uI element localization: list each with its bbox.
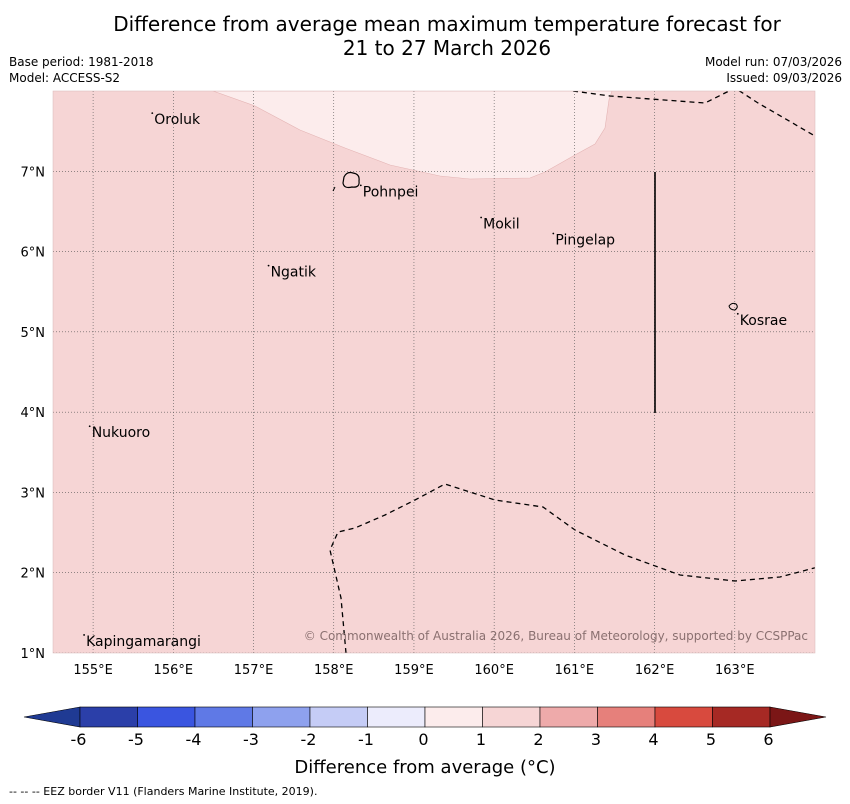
place-marker bbox=[267, 264, 270, 267]
lat-tick-label: 6°N bbox=[21, 246, 46, 261]
lon-tick-label: 157°E bbox=[234, 663, 274, 678]
place-marker bbox=[736, 312, 739, 315]
place-marker bbox=[552, 232, 555, 235]
base-period: Base period: 1981-2018 bbox=[9, 55, 154, 69]
lat-tick-label: 2°N bbox=[21, 567, 46, 582]
colorbar-tick-label: -1 bbox=[358, 730, 374, 749]
colorbar-tick-label: 2 bbox=[533, 730, 543, 749]
lon-tick-label: 155°E bbox=[73, 663, 113, 678]
place-label: Mokil bbox=[483, 216, 520, 232]
place-marker bbox=[88, 425, 91, 428]
colorbar-tick-label: 5 bbox=[706, 730, 716, 749]
colorbar-max-extension bbox=[769, 706, 827, 728]
colorbar-cell bbox=[79, 706, 138, 728]
place-label: Kosrae bbox=[740, 313, 787, 329]
colorbar-cell bbox=[539, 706, 598, 728]
colorbar-title: Difference from average (°C) bbox=[294, 757, 556, 778]
colorbar-tick-label: -5 bbox=[128, 730, 144, 749]
lon-tick-label: 163°E bbox=[715, 663, 755, 678]
colorbar-tick-labels: -6 -5 -4 -3 -2 -1 0 1 2 3 4 5 6 bbox=[71, 730, 774, 749]
colorbar-tick-label: -2 bbox=[301, 730, 317, 749]
place-label: Kapingamarangi bbox=[86, 634, 201, 650]
eez-legend-note: -- -- -- EEZ border V11 (Flanders Marine… bbox=[9, 785, 318, 798]
lon-tick-label: 161°E bbox=[555, 663, 595, 678]
lon-tick-label: 156°E bbox=[154, 663, 194, 678]
colorbar-cell bbox=[712, 706, 771, 728]
lon-tick-label: 162°E bbox=[635, 663, 675, 678]
colorbar-cell bbox=[367, 706, 426, 728]
place-labels: Oroluk Pohnpei Mokil Pingelap Ngatik Kosrae Nu… bbox=[83, 112, 787, 650]
colorbar-tick-label: 1 bbox=[476, 730, 486, 749]
colorbar-tick-label: 6 bbox=[763, 730, 773, 749]
model-name: Model: ACCESS-S2 bbox=[9, 71, 121, 85]
place-label: Oroluk bbox=[154, 112, 201, 128]
colorbar-tick-label: -4 bbox=[186, 730, 202, 749]
colorbar-cells bbox=[23, 706, 827, 728]
colorbar-tick-label: 0 bbox=[418, 730, 428, 749]
copyright-notice: © Commonwealth of Australia 2026, Bureau… bbox=[304, 629, 808, 643]
place-marker bbox=[83, 634, 85, 636]
eez-border-north bbox=[572, 91, 815, 137]
colorbar-tick-label: -6 bbox=[71, 730, 87, 749]
lat-tick-label: 4°N bbox=[21, 406, 46, 421]
title-line-1: Difference from average mean maximum tem… bbox=[113, 12, 781, 36]
colorbar-cell bbox=[309, 706, 368, 728]
lon-tick-label: 159°E bbox=[394, 663, 434, 678]
title-line-2: 21 to 27 March 2026 bbox=[342, 36, 552, 60]
place-marker bbox=[359, 184, 362, 187]
colorbar-cell bbox=[137, 706, 196, 728]
eez-borders bbox=[329, 91, 815, 653]
colorbar-cell bbox=[194, 706, 253, 728]
axis-labels: 155°E 156°E 157°E 158°E 159°E 160°E 161°E 162°E… bbox=[21, 165, 755, 678]
place-label: Pingelap bbox=[555, 233, 615, 249]
colorbar-tick-label: 4 bbox=[648, 730, 658, 749]
eez-border-south bbox=[329, 483, 815, 653]
map-title: Difference from average mean maximum tem… bbox=[0, 12, 850, 60]
map: Oroluk Pohnpei Mokil Pingelap Ngatik Kosrae Nu… bbox=[21, 90, 816, 678]
colorbar-cell bbox=[424, 706, 483, 728]
lon-tick-label: 158°E bbox=[314, 663, 354, 678]
lat-tick-label: 5°N bbox=[21, 326, 46, 341]
map-background bbox=[53, 91, 815, 653]
issued-date: Issued: 09/03/2026 bbox=[726, 71, 842, 85]
pohnpei-island-outline bbox=[332, 171, 360, 192]
model-run: Model run: 07/03/2026 bbox=[704, 55, 842, 69]
place-marker bbox=[151, 112, 154, 114]
kosrae-island-outline bbox=[728, 302, 738, 311]
colorbar-min-extension bbox=[23, 706, 81, 728]
lat-tick-label: 3°N bbox=[21, 486, 46, 501]
place-marker bbox=[480, 216, 483, 219]
colorbar-cell bbox=[654, 706, 713, 728]
lat-tick-label: 1°N bbox=[21, 647, 46, 662]
place-label: Nukuoro bbox=[92, 425, 150, 441]
lat-tick-label: 7°N bbox=[21, 165, 46, 180]
colorbar-cell bbox=[597, 706, 656, 728]
lon-tick-label: 160°E bbox=[474, 663, 514, 678]
place-label: Ngatik bbox=[271, 265, 317, 281]
lighter-anomaly-region bbox=[212, 91, 613, 180]
gridlines bbox=[53, 91, 815, 653]
colorbar-tick-label: -3 bbox=[243, 730, 259, 749]
colorbar-cell bbox=[482, 706, 541, 728]
colorbar-cell bbox=[252, 706, 311, 728]
colorbar-tick-label: 3 bbox=[591, 730, 601, 749]
place-label: Pohnpei bbox=[363, 184, 419, 200]
